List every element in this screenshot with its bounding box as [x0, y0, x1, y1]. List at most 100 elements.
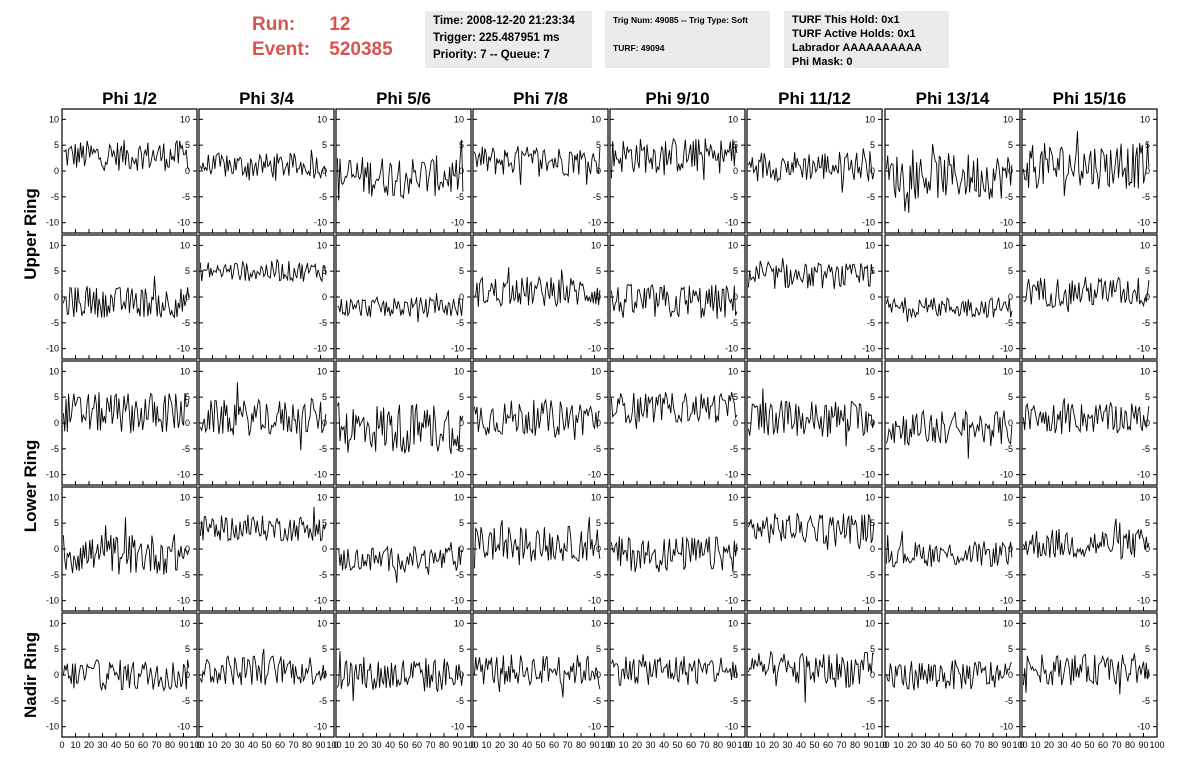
column-title: Phi 7/8 — [513, 89, 568, 108]
y-tick-label: -10 — [46, 344, 59, 354]
x-tick-label: 0 — [333, 740, 338, 750]
y-tick-label: -10 — [1137, 218, 1150, 228]
panel-frame — [335, 234, 472, 360]
y-tick-label: -10 — [725, 344, 738, 354]
trigger-line: Trigger: 225.487951 ms — [433, 32, 560, 44]
y-tick-label: -5 — [319, 570, 327, 580]
x-tick-label: 70 — [1111, 740, 1121, 750]
x-tick-label: 100 — [737, 740, 752, 750]
panel-frame — [746, 234, 883, 360]
trig-num-line: Trig Num: 49085 -- Trig Type: Soft — [613, 15, 748, 25]
y-tick-label: 5 — [322, 266, 327, 276]
y-tick-label: 5 — [459, 266, 464, 276]
x-tick-label: 100 — [600, 740, 615, 750]
waveform-trace — [199, 506, 327, 542]
y-tick-label: -5 — [182, 696, 190, 706]
y-tick-label: 5 — [1008, 140, 1013, 150]
turf-active-line: TURF Active Holds: 0x1 — [792, 28, 916, 40]
y-tick-label: 10 — [865, 492, 875, 502]
x-tick-label: 40 — [659, 740, 669, 750]
y-tick-label: 10 — [49, 492, 59, 502]
x-tick-label: 70 — [425, 740, 435, 750]
x-tick-label: 70 — [562, 740, 572, 750]
y-tick-label: 0 — [54, 670, 59, 680]
waveform-trace — [62, 517, 190, 575]
x-tick-label: 60 — [412, 740, 422, 750]
y-tick-label: -5 — [319, 318, 327, 328]
y-tick-label: 0 — [1008, 670, 1013, 680]
waveform-trace — [610, 654, 738, 686]
x-tick-label: 10 — [70, 740, 80, 750]
x-tick-label: 60 — [549, 740, 559, 750]
x-tick-label: 50 — [398, 740, 408, 750]
y-tick-label: -10 — [314, 470, 327, 480]
y-tick-label: -10 — [451, 344, 464, 354]
y-tick-label: 5 — [733, 644, 738, 654]
panel-frame — [61, 612, 198, 738]
x-tick-label: 40 — [111, 740, 121, 750]
y-tick-label: 5 — [1008, 518, 1013, 528]
x-tick-label: 50 — [124, 740, 134, 750]
x-tick-label: 10 — [618, 740, 628, 750]
waveform-trace — [747, 257, 874, 290]
y-tick-label: 5 — [733, 266, 738, 276]
waveform-trace — [747, 650, 875, 703]
y-tick-label: -10 — [1137, 722, 1150, 732]
x-tick-label: 30 — [371, 740, 381, 750]
x-tick-label: 10 — [481, 740, 491, 750]
y-tick-label: -10 — [588, 596, 601, 606]
y-tick-label: 5 — [459, 392, 464, 402]
waveform-trace — [885, 659, 1013, 691]
x-tick-label: 0 — [196, 740, 201, 750]
y-tick-label: 10 — [454, 492, 464, 502]
y-tick-label: -5 — [730, 318, 738, 328]
y-tick-label: -10 — [588, 218, 601, 228]
x-tick-label: 20 — [1044, 740, 1054, 750]
y-tick-label: 10 — [1140, 240, 1150, 250]
x-tick-label: 90 — [726, 740, 736, 750]
x-tick-label: 30 — [1057, 740, 1067, 750]
y-tick-label: 5 — [733, 518, 738, 528]
y-tick-label: 0 — [1145, 418, 1150, 428]
y-tick-label: 5 — [1145, 644, 1150, 654]
y-tick-label: -5 — [593, 444, 601, 454]
y-tick-label: 5 — [870, 392, 875, 402]
y-tick-label: 10 — [317, 114, 327, 124]
y-tick-label: -10 — [1000, 470, 1013, 480]
y-tick-label: -5 — [319, 444, 327, 454]
y-tick-label: 10 — [728, 618, 738, 628]
y-tick-label: 0 — [459, 418, 464, 428]
y-tick-label: -5 — [51, 570, 59, 580]
y-tick-label: 5 — [596, 392, 601, 402]
waveform-trace — [337, 293, 464, 323]
y-tick-label: -10 — [1000, 722, 1013, 732]
column-title: Phi 11/12 — [778, 89, 851, 108]
x-tick-label: 80 — [165, 740, 175, 750]
time-line: Time: 2008-12-20 21:23:34 — [433, 15, 575, 27]
turf-hold-line: TURF This Hold: 0x1 — [792, 14, 900, 26]
y-tick-label: -10 — [1000, 218, 1013, 228]
waveform-trace — [610, 536, 738, 573]
panel-frame — [61, 234, 198, 360]
waveform-trace — [336, 651, 464, 702]
y-tick-label: -5 — [456, 570, 464, 580]
waveform-trace — [336, 402, 464, 454]
y-tick-label: 5 — [1008, 392, 1013, 402]
y-tick-label: 0 — [1145, 166, 1150, 176]
y-tick-label: -5 — [730, 192, 738, 202]
y-tick-label: -5 — [1142, 318, 1150, 328]
y-tick-label: -5 — [1005, 318, 1013, 328]
ring-title: Lower Ring — [21, 440, 40, 533]
y-tick-label: -10 — [451, 218, 464, 228]
y-tick-label: -10 — [314, 218, 327, 228]
y-tick-label: 10 — [1140, 492, 1150, 502]
y-tick-label: -5 — [51, 696, 59, 706]
y-tick-label: 5 — [1145, 266, 1150, 276]
x-tick-label: 20 — [907, 740, 917, 750]
waveform-trace — [62, 275, 190, 319]
y-tick-label: -5 — [456, 444, 464, 454]
y-tick-label: 10 — [1003, 366, 1013, 376]
y-tick-label: -5 — [1005, 444, 1013, 454]
y-tick-label: 0 — [185, 292, 190, 302]
y-tick-label: -5 — [593, 570, 601, 580]
